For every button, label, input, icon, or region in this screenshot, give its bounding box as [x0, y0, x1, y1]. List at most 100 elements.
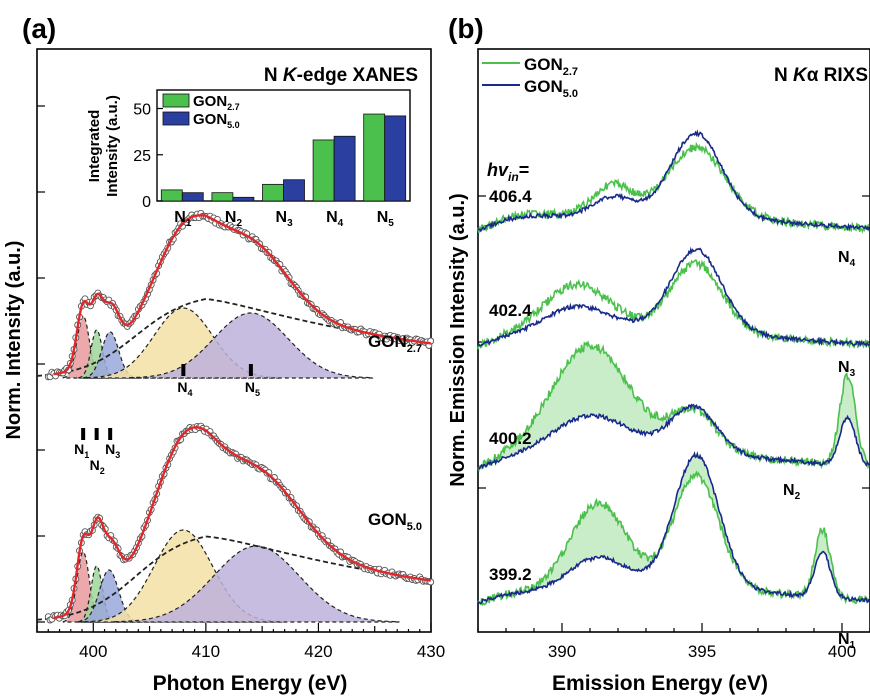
- inset-x-label-n3-sub: 3: [287, 218, 293, 229]
- xanes-top-edge-step: [36, 298, 430, 377]
- panel-a-x-tick-label: 410: [192, 642, 220, 661]
- curve-label-gon27: GON2.7: [368, 332, 422, 355]
- curve-label-gon27-sub: 2.7: [407, 343, 422, 355]
- inset-x-label-n4-sub: 4: [338, 218, 344, 229]
- inset-ylabel-line2: Intensity (a.u.): [104, 95, 121, 197]
- peak-label-n4: N4: [177, 379, 192, 398]
- inset-x-label-n2-sub: 2: [236, 218, 242, 229]
- rixs-peak-label-n1-sub: 1: [850, 640, 856, 651]
- peak-label-n5: N5: [245, 379, 260, 398]
- peak-label-n4-main: N: [177, 379, 187, 395]
- inset-ylabel-line1: Integrated: [86, 110, 103, 183]
- xanes-bottom-peak-3: [77, 569, 140, 623]
- inset-x-label-n5-main: N: [377, 209, 389, 226]
- hv-sub: in: [508, 170, 519, 184]
- peak-label-n3: N3: [105, 441, 120, 460]
- inset-x-label-n3: N3: [276, 209, 294, 229]
- curve-label-gon50: GON5.0: [368, 510, 422, 533]
- rixs-peak-label-n1-main: N: [838, 631, 850, 648]
- rixs-legend-label-gon27-sub: 2.7: [563, 66, 578, 78]
- inset-legend-label-gon50-sub: 5.0: [227, 120, 240, 130]
- peak-marker-n2: [94, 428, 99, 440]
- rixs-energy-label: 400.2: [489, 429, 532, 448]
- peak-label-n1-sub: 1: [84, 450, 89, 460]
- xanes-bottom-fit-line: [53, 426, 431, 619]
- inset-bar-n1-gon50: [181, 192, 204, 202]
- inset-bar-n1-gon27: [160, 189, 183, 202]
- peak-marker-n5: [248, 364, 253, 376]
- inset-x-label-n1-main: N: [174, 209, 186, 226]
- rixs-legend-label-gon27: GON2.7: [524, 55, 578, 78]
- rixs-peak-label-n4-sub: 4: [850, 258, 856, 269]
- inset-x-label-n1-sub: 1: [186, 218, 192, 229]
- inset-x-label-n5-sub: 5: [388, 218, 394, 229]
- panel-a-y-ticks: [37, 105, 45, 623]
- panel-a-x-tick-label: 400: [79, 642, 107, 661]
- rixs-energy-label: 402.4: [489, 301, 532, 320]
- inset-legend-swatch-gon50: [162, 111, 190, 126]
- rixs-peak-label-n3-main: N: [838, 359, 850, 376]
- panel-b-x-tick-label: 390: [548, 642, 576, 661]
- peak-marker-n3: [108, 428, 113, 440]
- panel-b-ylabel: Norm. Emission Intensity (a.u.): [447, 193, 469, 486]
- panel-b-title: N Kα RIXS: [774, 65, 868, 86]
- xanes-top-peak-5: [129, 312, 374, 379]
- rixs-trace-gon50-399.2: [477, 451, 870, 605]
- inset-y-tick-label: 25: [133, 148, 151, 165]
- hv-in-label: hvin=: [487, 160, 529, 184]
- inset-x-label-n2-main: N: [225, 209, 237, 226]
- inset-bar-n3-gon27: [262, 183, 284, 202]
- peak-label-n5-main: N: [245, 379, 255, 395]
- rixs-peak-label-n4: N4: [838, 249, 856, 269]
- rixs-energy-label: 399.2: [489, 565, 532, 584]
- inset-x-label-n1: N1: [174, 209, 192, 229]
- peak-marker-n4: [181, 364, 186, 376]
- peak-label-n1-main: N: [74, 441, 84, 457]
- inset-legend-label-gon27: GON2.7: [193, 93, 240, 112]
- panel-b-x-ticks: 390 395 400: [477, 195, 870, 661]
- curve-label-gon27-main: GON: [368, 332, 407, 351]
- panel-a-title: N K-edge XANES: [264, 65, 418, 86]
- rixs-peak-label-n2: N2: [783, 482, 801, 502]
- panel-b-xlabel: Emission Energy (eV): [552, 672, 768, 695]
- hv-main: hv: [487, 160, 509, 180]
- panel-a-ylabel: Norm. Intensity (a.u.): [3, 241, 25, 440]
- rixs-legend-label-gon50-main: GON: [524, 77, 563, 96]
- peak-label-n1: N1: [74, 441, 89, 460]
- peak-label-n3-main: N: [105, 441, 115, 457]
- curve-label-gon50-main: GON: [368, 510, 407, 529]
- peak-label-n2-main: N: [90, 457, 100, 473]
- peak-label-n2-sub: 2: [100, 466, 105, 476]
- inset-legend-label-gon50-main: GON: [193, 111, 227, 128]
- rixs-legend-label-gon50: GON5.0: [524, 77, 578, 100]
- rixs-peak-label-n3: N3: [838, 359, 856, 379]
- inset-legend-label-gon27-sub: 2.7: [227, 102, 240, 112]
- inset-legend-label-gon27-main: GON: [193, 93, 227, 110]
- inset-legend-label-gon50: GON5.0: [193, 111, 240, 130]
- inset-bar-n5-gon27: [363, 113, 386, 202]
- rixs-peak-label-n4-main: N: [838, 249, 850, 266]
- inset-bar-n3-gon50: [283, 179, 305, 202]
- rixs-legend-label-gon50-sub: 5.0: [563, 88, 578, 100]
- rixs-peak-label-n2-sub: 2: [795, 491, 801, 502]
- rixs-trace-gon27-406.4: [477, 141, 870, 234]
- inset-x-label-n3-main: N: [276, 209, 288, 226]
- panel-a-label: (a): [22, 13, 56, 44]
- rixs-peak-label-n1: N1: [838, 631, 856, 651]
- panel-b-x-tick-label: 395: [688, 642, 716, 661]
- inset-legend-swatch-gon27: [162, 93, 190, 108]
- panel-b-plot: GON2.7GON5.0hvin=406.4N4402.4N3400.2N239…: [477, 55, 870, 651]
- rixs-diff-fill-2: [478, 342, 870, 470]
- xanes-top-fit-line: [53, 214, 431, 376]
- peak-label-n2: N2: [90, 457, 105, 476]
- inset-y-tick-label: 0: [142, 194, 151, 211]
- rixs-trace-gon27-400.2: [477, 340, 870, 473]
- panel-b-x-tick-label: 400: [828, 642, 856, 661]
- rixs-trace-gon50-406.4: [477, 129, 870, 233]
- rixs-trace-gon50-400.2: [477, 403, 870, 470]
- panel-a-x-tick-label: 430: [417, 642, 445, 661]
- inset-bar-n2-gon50: [232, 196, 255, 202]
- inset-bar-n4-gon50: [333, 135, 356, 202]
